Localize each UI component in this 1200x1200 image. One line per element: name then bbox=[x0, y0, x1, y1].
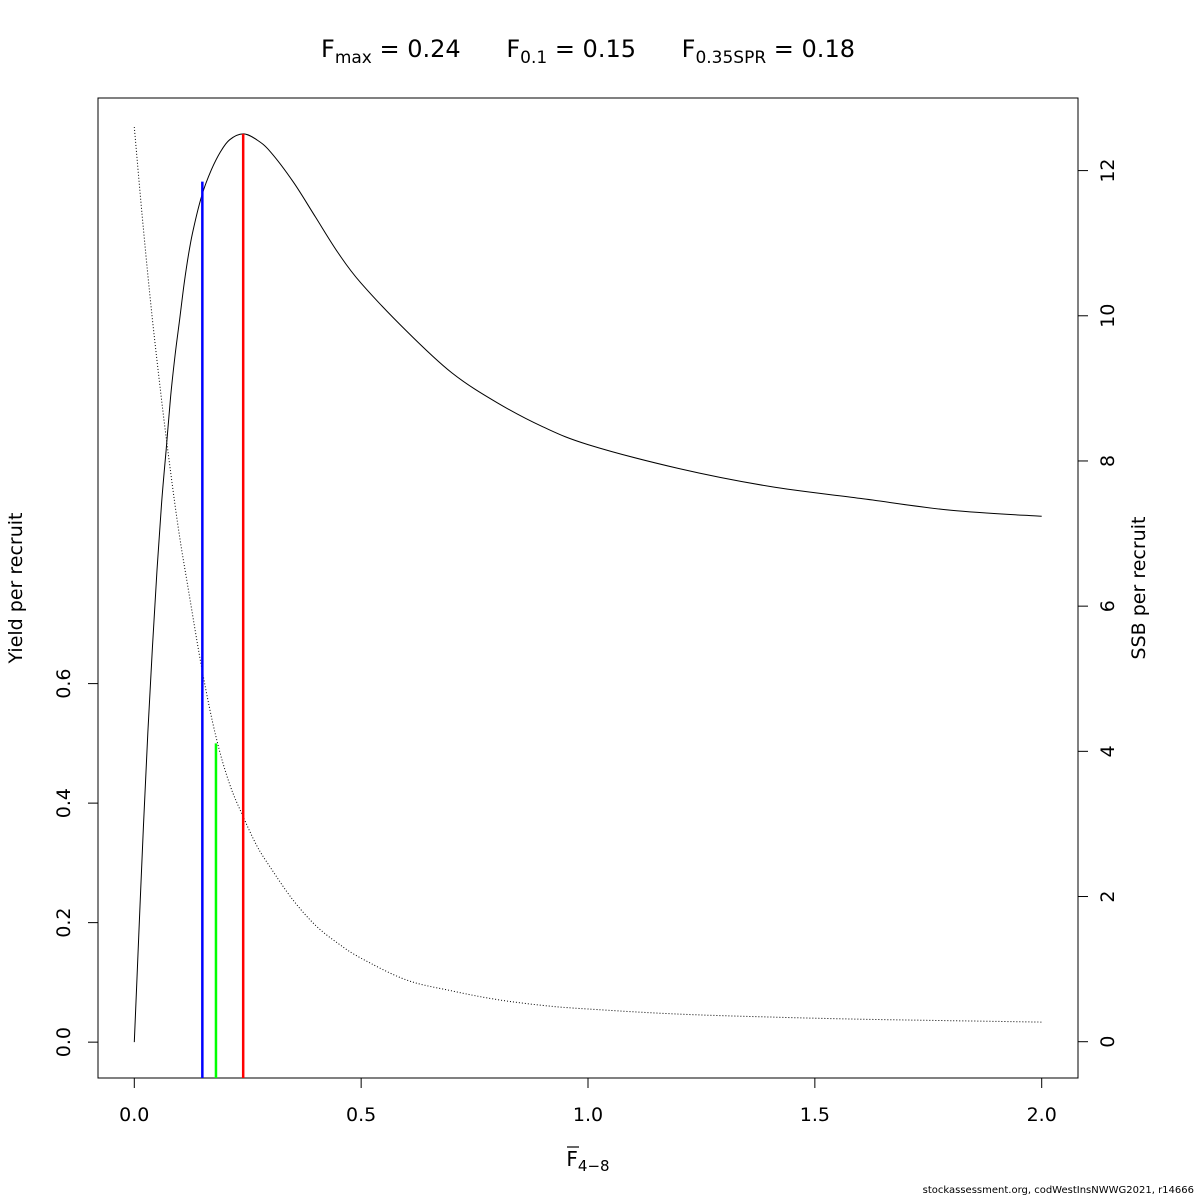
y2-tick-label: 0 bbox=[1097, 1036, 1119, 1048]
y-axis-right: 0 2 4 6 8 10 12 bbox=[1077, 158, 1119, 1048]
y-tick-label: 0.2 bbox=[53, 908, 75, 938]
title-f01-value: = 0.15 bbox=[547, 35, 636, 63]
y2-tick-label: 10 bbox=[1097, 304, 1119, 328]
chart-title: Fmax = 0.24 F0.1 = 0.15 F0.35SPR = 0.18 bbox=[321, 35, 855, 68]
x-tick-label: 1.5 bbox=[800, 1104, 830, 1126]
yield-per-recruit-line bbox=[133, 133, 1042, 1043]
y-tick-label: 0.0 bbox=[53, 1027, 75, 1057]
x-axis-label: F4−8 bbox=[566, 1147, 609, 1175]
x-tick-label: 0.0 bbox=[119, 1104, 149, 1126]
plot-frame bbox=[97, 97, 1079, 1079]
y2-tick-label: 2 bbox=[1097, 890, 1119, 902]
series-layer bbox=[133, 126, 1042, 1043]
reference-lines bbox=[201, 133, 245, 1078]
y2-tick-label: 12 bbox=[1097, 158, 1119, 182]
source-credit: stockassessment.org, codWestInsNWWG2021,… bbox=[922, 1185, 1194, 1196]
y2-tick-label: 6 bbox=[1097, 600, 1119, 612]
x-tick-label: 1.0 bbox=[573, 1104, 603, 1126]
title-fmax-value: = 0.24 bbox=[372, 35, 461, 63]
title-fspr-value: = 0.18 bbox=[766, 35, 855, 63]
ssb-per-recruit-line bbox=[133, 126, 1042, 1023]
y-axis-label: Yield per recruit bbox=[5, 513, 27, 665]
x-axis-label-base: F bbox=[566, 1147, 578, 1171]
title-f01-sub: 0.1 bbox=[520, 48, 547, 68]
y2-axis-label: SSB per recruit bbox=[1128, 517, 1150, 660]
title-fmax-sub: max bbox=[335, 48, 372, 68]
title-f01-base: F bbox=[506, 35, 520, 63]
x-axis: 0.0 0.5 1.0 1.5 2.0 bbox=[119, 1077, 1057, 1126]
title-fspr-sub: 0.35SPR bbox=[695, 48, 766, 68]
y-tick-label: 0.4 bbox=[53, 788, 75, 818]
title-fspr-base: F bbox=[682, 35, 696, 63]
y2-tick-label: 4 bbox=[1097, 745, 1119, 757]
title-fmax-base: F bbox=[321, 35, 335, 63]
x-tick-label: 2.0 bbox=[1027, 1104, 1057, 1126]
y-axis-left: 0.0 0.2 0.4 0.6 bbox=[53, 669, 99, 1057]
x-axis-label-sub: 4−8 bbox=[578, 1157, 610, 1175]
x-tick-label: 0.5 bbox=[346, 1104, 376, 1126]
y2-tick-label: 8 bbox=[1097, 455, 1119, 467]
y-tick-label: 0.6 bbox=[53, 669, 75, 699]
